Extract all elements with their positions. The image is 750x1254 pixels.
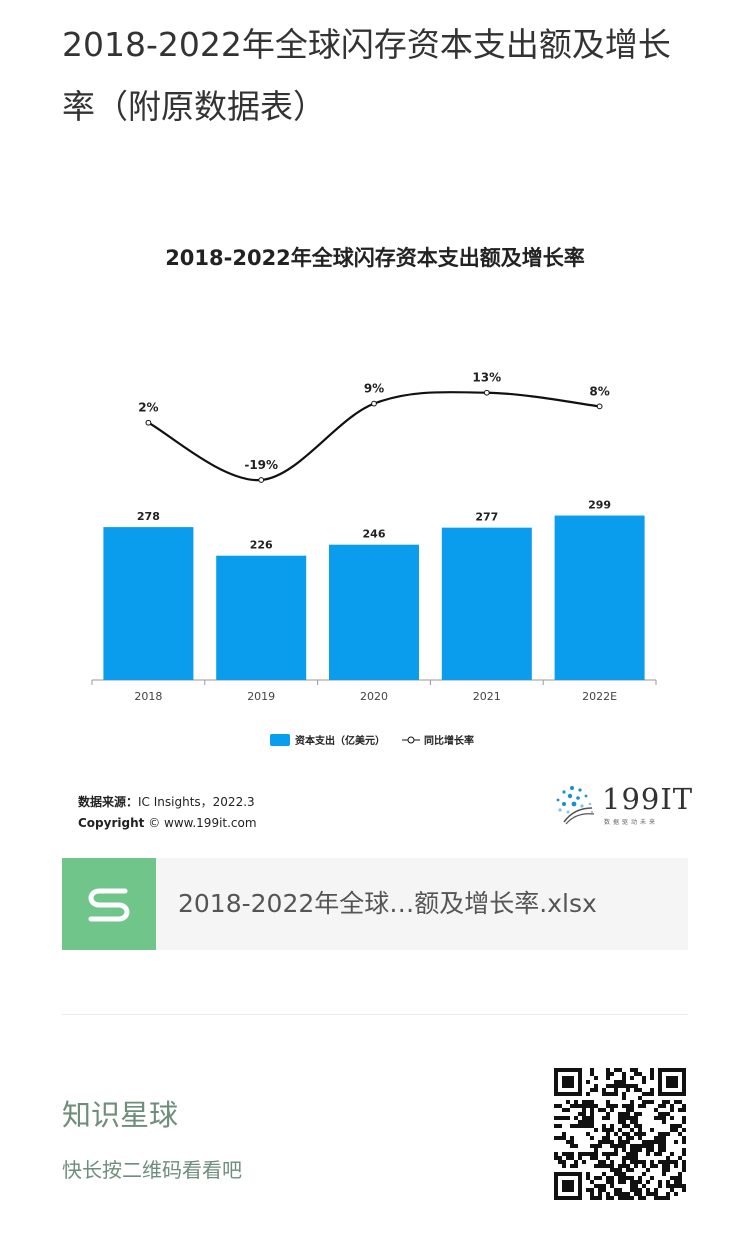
growth-rate-label: 9% <box>364 382 384 396</box>
x-tick-label: 2022E <box>582 690 617 703</box>
bar-value-label: 246 <box>363 528 386 541</box>
article-title: 2018-2022年全球闪存资本支出额及增长率（附原数据表） <box>62 25 671 126</box>
growth-rate-point <box>483 389 490 396</box>
legend-bar-label: 资本支出（亿美元） <box>295 734 385 747</box>
growth-rate-label: 2% <box>138 401 158 415</box>
source-label: 数据来源： <box>78 795 139 809</box>
legend-line-label: 同比增长率 <box>424 734 474 747</box>
promo-subtitle: 快长按二维码看看吧 <box>62 1158 242 1182</box>
bar-value-label: 277 <box>475 511 498 524</box>
chart-figure: 2018-2022年全球闪存资本支出额及增长率 278 2018 226 2019 24… <box>0 230 750 850</box>
growth-rate-label: -19% <box>244 458 278 472</box>
attachment-file-card[interactable]: 2018-2022年全球…额及增长率.xlsx <box>62 858 688 950</box>
spreadsheet-s-icon <box>62 858 156 950</box>
bar-value-label: 278 <box>137 510 160 523</box>
x-tick-label: 2020 <box>360 690 388 703</box>
file-name[interactable]: 2018-2022年全球…额及增长率.xlsx <box>178 889 597 918</box>
growth-rate-point <box>258 477 265 483</box>
promo-title: 知识星球 <box>62 1098 179 1132</box>
chart-title: 2018-2022年全球闪存资本支出额及增长率 <box>165 246 585 270</box>
source-text: IC Insights，2022.3 <box>138 795 255 809</box>
bar-2019 <box>216 555 307 680</box>
bar-2022E <box>554 515 645 680</box>
bar-value-label: 299 <box>588 499 611 512</box>
brand-name: 199IT <box>602 782 694 816</box>
x-tick-label: 2019 <box>247 690 275 703</box>
brand-tagline: 数据驱动未来 <box>604 819 659 826</box>
brand-logo: 199IT 数据驱动未来 <box>552 782 702 832</box>
legend-bar-swatch <box>270 734 290 746</box>
data-source: 数据来源：IC Insights，2022.3 Copyright © www.… <box>78 792 257 834</box>
copyright-text: © www.199it.com <box>148 816 257 830</box>
bar-value-label: 226 <box>250 539 273 552</box>
x-tick-label: 2018 <box>134 690 162 703</box>
bar-2018 <box>103 527 194 680</box>
growth-rate-label: 13% <box>472 371 501 385</box>
legend-line-marker <box>407 736 415 744</box>
copyright-label: Copyright <box>78 816 145 830</box>
growth-rate-label: 8% <box>589 384 609 398</box>
growth-rate-line <box>147 391 600 482</box>
growth-rate-point <box>371 400 377 407</box>
growth-rate-point <box>596 403 603 410</box>
qr-code-icon[interactable] <box>554 1068 686 1200</box>
brand-dots-icon <box>556 786 595 825</box>
bar-2020 <box>329 544 419 680</box>
chart-svg: 278 2018 226 2019 246 2020 277 2021 299 2022E 2% -1… <box>91 371 657 747</box>
growth-rate-point <box>145 419 152 426</box>
x-tick-label: 2021 <box>473 690 501 703</box>
divider <box>62 1014 688 1015</box>
bar-2021 <box>441 527 532 680</box>
